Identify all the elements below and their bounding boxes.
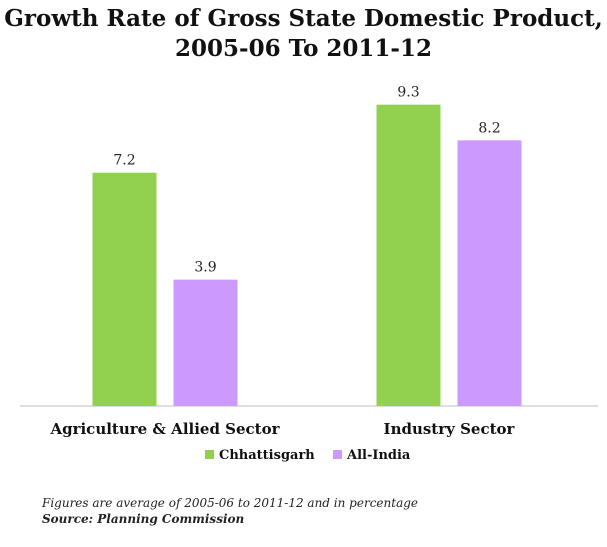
- chart-title-line-2: 2005-06 To 2011-12: [175, 35, 432, 62]
- bar-chhattisgarh-2: [376, 104, 441, 407]
- bar-all-india-2: [457, 140, 522, 406]
- bar-all-india-1: [173, 279, 238, 406]
- data-label: 9.3: [397, 85, 419, 101]
- bar-chhattisgarh-1: [92, 172, 157, 406]
- legend-label: All-India: [346, 448, 411, 463]
- legend-swatch: [205, 450, 214, 459]
- source-note: Source: Planning Commission: [42, 512, 245, 526]
- chart-title: Growth Rate of Gross State Domestic Prod…: [0, 4, 607, 64]
- footnote: Figures are average of 2005-06 to 2011-1…: [42, 496, 419, 510]
- legend-swatch: [333, 450, 342, 459]
- category-label: Industry Sector: [384, 420, 516, 438]
- legend-label: Chhattisgarh: [219, 448, 315, 463]
- chart-title-line-1: Growth Rate of Gross State Domestic Prod…: [4, 5, 603, 32]
- data-label: 8.2: [478, 120, 500, 136]
- data-label: 7.2: [113, 153, 135, 169]
- data-label: 3.9: [194, 260, 216, 276]
- category-label: Agriculture & Allied Sector: [49, 420, 280, 438]
